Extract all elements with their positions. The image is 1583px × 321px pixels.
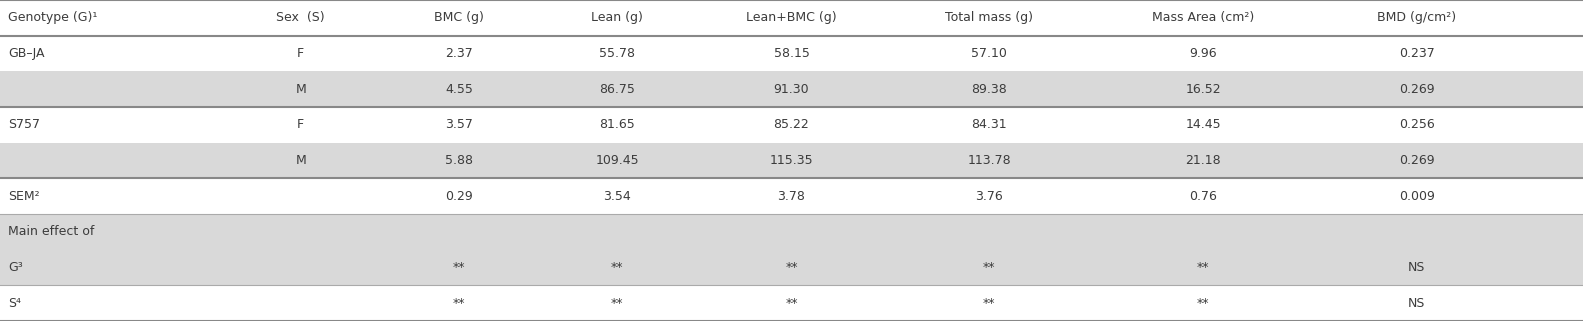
Text: 0.76: 0.76 bbox=[1189, 190, 1217, 203]
Text: Mass Area (cm²): Mass Area (cm²) bbox=[1152, 11, 1254, 24]
Text: **: ** bbox=[453, 297, 465, 310]
Bar bbox=[0, 0, 1583, 36]
Text: Sex  (S): Sex (S) bbox=[277, 11, 325, 24]
Text: 109.45: 109.45 bbox=[595, 154, 640, 167]
Text: 0.269: 0.269 bbox=[1399, 154, 1434, 167]
Text: **: ** bbox=[611, 297, 624, 310]
Text: 0.269: 0.269 bbox=[1399, 83, 1434, 96]
Text: **: ** bbox=[611, 261, 624, 274]
Text: S757: S757 bbox=[8, 118, 40, 131]
Text: S⁴: S⁴ bbox=[8, 297, 21, 310]
Bar bbox=[0, 36, 1583, 71]
Text: 2.37: 2.37 bbox=[445, 47, 473, 60]
Text: BMD (g/cm²): BMD (g/cm²) bbox=[1377, 11, 1456, 24]
Text: BMC (g): BMC (g) bbox=[434, 11, 484, 24]
Text: 86.75: 86.75 bbox=[600, 83, 635, 96]
Text: 57.10: 57.10 bbox=[972, 47, 1007, 60]
Text: Main effect of: Main effect of bbox=[8, 225, 95, 238]
Text: 91.30: 91.30 bbox=[774, 83, 809, 96]
Text: GB–JA: GB–JA bbox=[8, 47, 44, 60]
Text: 16.52: 16.52 bbox=[1186, 83, 1220, 96]
Text: 4.55: 4.55 bbox=[445, 83, 473, 96]
Text: 9.96: 9.96 bbox=[1189, 47, 1217, 60]
Text: G³: G³ bbox=[8, 261, 22, 274]
Text: **: ** bbox=[983, 261, 996, 274]
Text: 55.78: 55.78 bbox=[600, 47, 635, 60]
Text: 81.65: 81.65 bbox=[600, 118, 635, 131]
Text: **: ** bbox=[453, 261, 465, 274]
Text: **: ** bbox=[785, 297, 798, 310]
Text: M: M bbox=[296, 154, 306, 167]
Text: NS: NS bbox=[1409, 261, 1425, 274]
Text: 0.256: 0.256 bbox=[1399, 118, 1434, 131]
Text: 14.45: 14.45 bbox=[1186, 118, 1220, 131]
Text: NS: NS bbox=[1409, 297, 1425, 310]
Text: 115.35: 115.35 bbox=[769, 154, 814, 167]
Bar bbox=[0, 214, 1583, 250]
Bar bbox=[0, 71, 1583, 107]
Text: F: F bbox=[298, 118, 304, 131]
Text: 85.22: 85.22 bbox=[774, 118, 809, 131]
Text: F: F bbox=[298, 47, 304, 60]
Text: 113.78: 113.78 bbox=[967, 154, 1012, 167]
Text: Total mass (g): Total mass (g) bbox=[945, 11, 1034, 24]
Bar bbox=[0, 285, 1583, 321]
Text: Lean+BMC (g): Lean+BMC (g) bbox=[746, 11, 837, 24]
Text: 3.57: 3.57 bbox=[445, 118, 473, 131]
Bar bbox=[0, 143, 1583, 178]
Text: 21.18: 21.18 bbox=[1186, 154, 1220, 167]
Bar bbox=[0, 250, 1583, 285]
Text: **: ** bbox=[785, 261, 798, 274]
Text: 89.38: 89.38 bbox=[972, 83, 1007, 96]
Text: **: ** bbox=[1197, 261, 1209, 274]
Text: 3.78: 3.78 bbox=[777, 190, 806, 203]
Text: 0.29: 0.29 bbox=[445, 190, 473, 203]
Text: SEM²: SEM² bbox=[8, 190, 40, 203]
Text: 3.54: 3.54 bbox=[603, 190, 632, 203]
Text: 58.15: 58.15 bbox=[774, 47, 809, 60]
Bar bbox=[0, 107, 1583, 143]
Text: 0.009: 0.009 bbox=[1399, 190, 1434, 203]
Text: **: ** bbox=[983, 297, 996, 310]
Text: 84.31: 84.31 bbox=[972, 118, 1007, 131]
Text: 0.237: 0.237 bbox=[1399, 47, 1434, 60]
Bar bbox=[0, 178, 1583, 214]
Text: Lean (g): Lean (g) bbox=[592, 11, 643, 24]
Text: 5.88: 5.88 bbox=[445, 154, 473, 167]
Text: 3.76: 3.76 bbox=[975, 190, 1004, 203]
Text: M: M bbox=[296, 83, 306, 96]
Text: Genotype (G)¹: Genotype (G)¹ bbox=[8, 11, 97, 24]
Text: **: ** bbox=[1197, 297, 1209, 310]
